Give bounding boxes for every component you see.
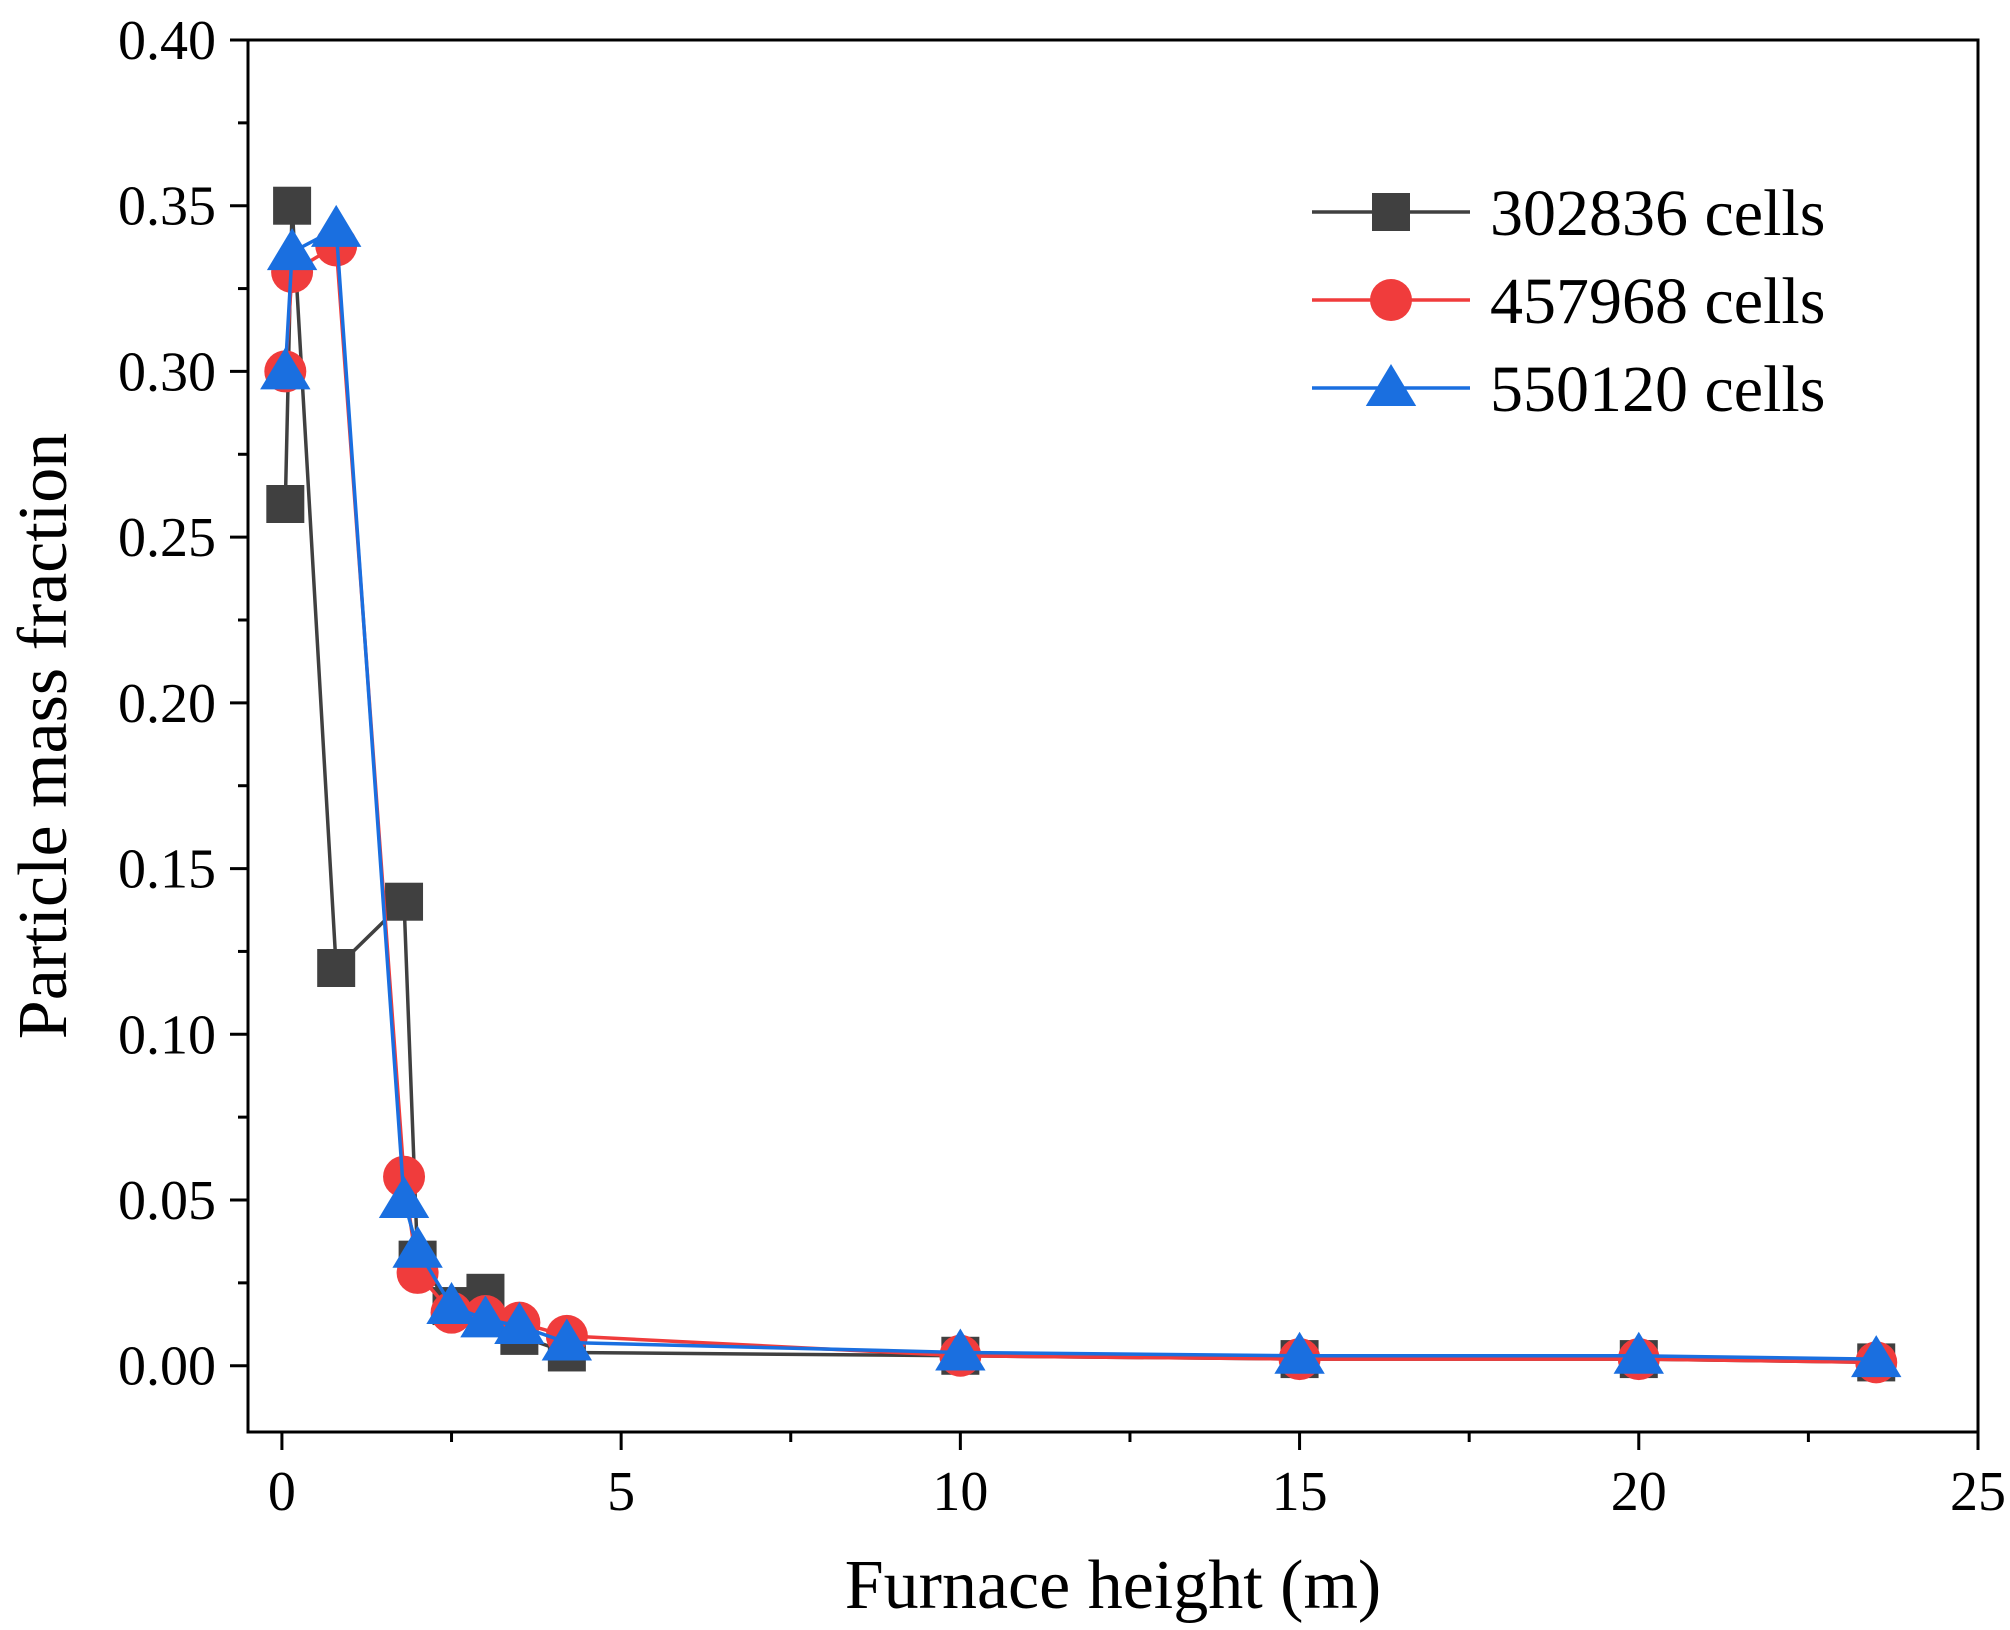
y-tick-label: 0.10 (118, 1004, 216, 1066)
x-tick-label: 0 (268, 1461, 296, 1523)
x-tick-label: 20 (1611, 1461, 1667, 1523)
data-point (935, 1328, 986, 1371)
series-3 (260, 204, 1902, 1378)
y-tick-label: 0.25 (118, 507, 216, 569)
legend-label: 550120 cells (1490, 353, 1825, 426)
plot-border (246, 38, 1980, 1434)
x-axis-title: Furnace height (m) (845, 1547, 1381, 1624)
data-point (385, 882, 424, 921)
legend-label: 302836 cells (1490, 177, 1825, 250)
x-tick-label: 25 (1950, 1461, 2006, 1523)
y-tick-label: 0.20 (118, 673, 216, 735)
data-point (266, 485, 305, 523)
data-point (260, 347, 311, 390)
data-point (392, 1225, 443, 1268)
legend-marker (1372, 193, 1410, 231)
data-point (541, 1318, 593, 1361)
y-tick-label: 0.30 (118, 341, 216, 403)
legend-item: 302836 cells (1312, 177, 1825, 250)
legend-item: 457968 cells (1312, 265, 1825, 338)
legend-label: 457968 cells (1490, 265, 1825, 338)
x-tick-label: 5 (607, 1461, 635, 1523)
series-layer (260, 186, 1902, 1384)
legend: 302836 cells 457968 cells 550120 cells (1312, 177, 1825, 426)
data-point (1274, 1331, 1325, 1374)
x-tick-label: 15 (1272, 1461, 1328, 1523)
y-tick-label: 0.05 (118, 1170, 216, 1232)
y-tick-label: 0.40 (118, 10, 216, 72)
y-axis: 0.00 0.05 0.10 0.15 0.20 0.25 0.30 0.35 0.40 (118, 10, 248, 1398)
data-point (378, 1176, 430, 1218)
data-point (1613, 1331, 1664, 1374)
y-tick-label: 0.35 (118, 176, 216, 238)
y-tick-label: 0.15 (118, 839, 216, 901)
data-point (317, 949, 356, 987)
data-point (460, 1295, 511, 1338)
data-point (266, 228, 318, 271)
y-axis-title: Particle mass fraction (5, 433, 82, 1039)
data-point (273, 186, 312, 225)
y-tick-label: 0.00 (118, 1336, 216, 1398)
legend-item: 550120 cells (1312, 353, 1825, 426)
data-point (1851, 1335, 1902, 1378)
x-axis: 0 5 10 15 20 25 (268, 1432, 2006, 1523)
data-point (426, 1282, 477, 1325)
data-point (310, 204, 362, 247)
legend-marker (1365, 364, 1417, 406)
data-point (494, 1301, 545, 1344)
plot-frame (246, 38, 1980, 1434)
x-tick-label: 10 (932, 1461, 988, 1523)
legend-marker (1370, 279, 1412, 321)
